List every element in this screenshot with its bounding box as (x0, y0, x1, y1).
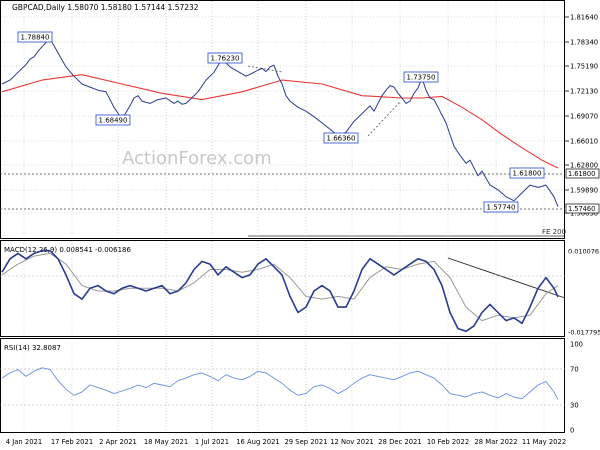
price-annotation-box (95, 114, 131, 126)
grid-layer (1, 1, 565, 432)
price-line (1, 38, 559, 207)
ref-label-box (565, 168, 600, 179)
price-annotation-label: 1.68490 (99, 117, 128, 125)
macd-tick-label: -0.017795 (568, 329, 600, 337)
macd-title: MACD(12,26,9) 0.008541 -0.006186 (4, 246, 131, 254)
ref-label-box (565, 203, 600, 214)
rsi-tick-label: 0 (570, 427, 574, 435)
y-tick-label: 1.81640 (570, 14, 598, 22)
ref-label: 1.57460 (568, 205, 595, 213)
x-tick-label: 1 Jul 2021 (195, 438, 229, 446)
price-annotation-box (207, 52, 243, 64)
macd-trendline (447, 257, 566, 299)
x-tick-label: 11 May 2022 (522, 438, 566, 446)
y-tick-label: 1.78340 (570, 39, 598, 47)
y-tick-label: 1.75190 (570, 63, 598, 71)
price-annotation-label: 1.61800 (513, 170, 542, 178)
x-tick-label: 12 Nov 2021 (330, 438, 374, 446)
x-tick-label: 18 May 2021 (144, 438, 188, 446)
watermark: ActionForex.com (122, 148, 272, 169)
y-tick-label: 1.56830 (570, 210, 598, 218)
y-tick-label: 1.72130 (570, 88, 598, 96)
price-panel (0, 0, 565, 239)
rsi-panel (0, 338, 565, 433)
price-annotation-box (323, 132, 359, 144)
price-annotation-box (483, 201, 519, 213)
price-annotation-box (509, 167, 545, 179)
x-tick-label: 16 Aug 2021 (236, 438, 280, 446)
price-annotation-label: 1.57740 (487, 204, 516, 212)
fe-label: FE 200 (542, 228, 566, 236)
x-tick-label: 28 Mar 2022 (474, 438, 517, 446)
y-tick-label: 1.59890 (570, 187, 598, 195)
rsi-line (1, 367, 559, 400)
macd-tick-label: 0.010076 (568, 248, 599, 256)
x-tick-label: 4 Jan 2021 (6, 438, 42, 446)
series-layer (1, 38, 559, 400)
price-annotation-box (17, 31, 53, 43)
price-annotation-label: 1.78840 (21, 34, 50, 42)
macd-panel (0, 240, 565, 337)
price-annotation-label: 1.76230 (211, 55, 240, 63)
rsi-title: RSI(14) 32.8087 (4, 344, 61, 352)
price-annotation-label: 1.73750 (407, 74, 436, 82)
rsi-tick-label: 100 (570, 341, 583, 349)
x-tick-label: 17 Feb 2021 (51, 438, 93, 446)
y-tick-label: 1.66010 (570, 138, 598, 146)
price-annotation-box (403, 71, 439, 83)
x-tick-label: 10 Feb 2022 (427, 438, 469, 446)
rsi-tick-label: 30 (570, 402, 579, 410)
x-tick-label: 28 Dec 2021 (378, 438, 421, 446)
x-tick-label: 2 Apr 2021 (99, 438, 137, 446)
moving-average-line (1, 74, 559, 169)
x-tick-label: 29 Sep 2021 (284, 438, 327, 446)
macd-line (1, 249, 559, 333)
label-layer: 4 Jan 2021 17 Feb 2021 2 Apr 2021 18 May 20… (6, 14, 600, 447)
y-tick-label: 1.62800 (570, 162, 598, 170)
rsi-tick-label: 70 (570, 366, 579, 374)
macd-signal-line (1, 252, 559, 322)
header-symbol: GBPCAD,Daily 1.58070 1.58180 1.57144 1.5… (12, 3, 199, 12)
ref-label: 1.61800 (568, 170, 595, 178)
y-tick-label: 1.69070 (570, 113, 598, 121)
price-annotation-label: 1.66360 (327, 135, 356, 143)
